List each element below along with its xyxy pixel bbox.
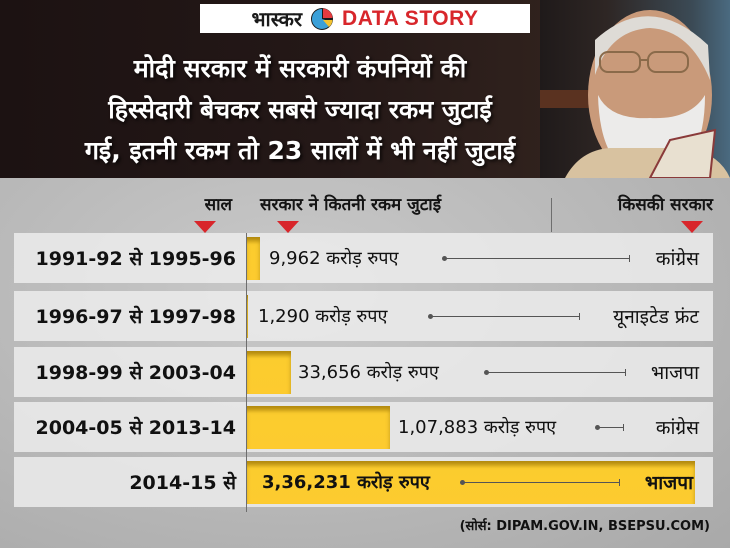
- table-row: 1998-99 से 2003-04 33,656 करोड़ रुपए भाज…: [14, 347, 713, 397]
- headline-line-2: हिस्सेदारी बेचकर सबसे ज्यादा रकम जुटाई: [108, 95, 492, 124]
- govt-label: भाजपा: [644, 472, 693, 494]
- table-row: 2004-05 से 2013-14 1,07,883 करोड़ रुपए क…: [14, 402, 713, 452]
- amount-label: 1,290 करोड़ रुपए: [258, 306, 388, 327]
- headline: मोदी सरकार में सरकारी कंपनियों की हिस्से…: [40, 48, 560, 171]
- amount-label: 33,656 करोड़ रुपए: [298, 362, 439, 383]
- header-divider: [551, 198, 552, 232]
- leader-line: [442, 255, 630, 262]
- column-header-year: साल: [204, 195, 232, 215]
- period-label: 1996-97 से 1997-98: [35, 306, 237, 328]
- leader-line: [428, 313, 580, 320]
- header-banner: भास्कर DATA STORY मोदी सरकार में सरकारी …: [0, 0, 730, 178]
- chart-area: साल सरकार ने कितनी रकम जुटाई किसकी सरकार…: [0, 178, 730, 548]
- marker-govt-icon: [681, 221, 703, 233]
- headline-line-3: गई, इतनी रकम तो 23 सालों में भी नहीं जुट…: [84, 136, 516, 165]
- table-row: 1991-92 से 1995-96 9,962 करोड़ रुपए कांग…: [14, 233, 713, 283]
- brand-name: भास्कर: [251, 7, 303, 31]
- amount-bar: [246, 351, 291, 394]
- table-row: 2014-15 से 3,36,231 करोड़ रुपए भाजपा: [14, 457, 713, 507]
- amount-label: 1,07,883 करोड़ रुपए: [398, 417, 557, 438]
- amount-label: 9,962 करोड़ रुपए: [269, 248, 399, 269]
- govt-label: कांग्रेस: [655, 417, 699, 439]
- column-header-amount: सरकार ने कितनी रकम जुटाई: [260, 195, 442, 215]
- marker-year-icon: [194, 221, 216, 233]
- source-note: (सोर्स: DIPAM.GOV.IN, BSEPSU.COM): [459, 519, 710, 534]
- leader-line: [460, 479, 620, 486]
- amount-bar: [246, 237, 260, 280]
- govt-label: यूनाइटेड फ्रंट: [613, 306, 699, 328]
- amount-label: 3,36,231 करोड़ रुपए: [262, 472, 430, 493]
- pie-chart-icon: [311, 7, 334, 30]
- section-title: DATA STORY: [342, 6, 479, 30]
- amount-bar: [246, 406, 390, 449]
- column-header-govt: किसकी सरकार: [617, 195, 713, 215]
- brand-logo: भास्कर DATA STORY: [200, 4, 530, 33]
- marker-amount-icon: [277, 221, 299, 233]
- amount-bar: [246, 295, 248, 338]
- table-row: 1996-97 से 1997-98 1,290 करोड़ रुपए यूना…: [14, 291, 713, 341]
- period-label: 1991-92 से 1995-96: [35, 248, 237, 270]
- headline-line-1: मोदी सरकार में सरकारी कंपनियों की: [133, 54, 467, 83]
- period-label: 2014-15 से: [129, 472, 236, 494]
- govt-label: कांग्रेस: [655, 248, 699, 270]
- leader-line: [484, 369, 626, 376]
- period-label: 1998-99 से 2003-04: [35, 362, 237, 384]
- portrait-photo: [540, 0, 730, 178]
- leader-line: [595, 424, 624, 431]
- period-label: 2004-05 से 2013-14: [35, 417, 237, 439]
- govt-label: भाजपा: [650, 362, 699, 384]
- axis-line: [246, 233, 247, 512]
